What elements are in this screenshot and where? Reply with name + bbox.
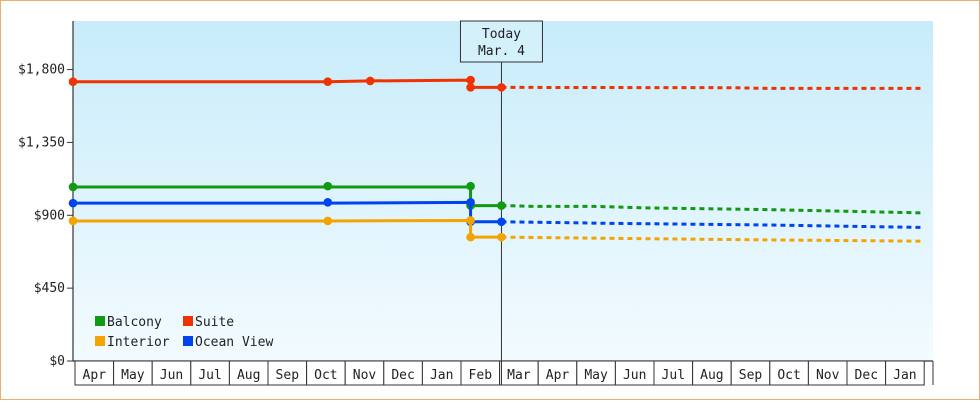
x-tick-label: Oct: [777, 368, 800, 383]
y-tick-label: $1,350: [18, 135, 65, 150]
x-month-cell: [460, 360, 501, 386]
suite-history-line: [73, 78, 502, 89]
x-tick-label: Dec: [855, 368, 878, 383]
y-tick-label: $450: [34, 281, 65, 296]
today-label-line1: Today: [482, 27, 521, 42]
today-label-line2: Mar. 4: [478, 44, 525, 59]
x-month-cell: [576, 360, 616, 386]
ocean-view-point: [497, 217, 506, 227]
x-tick-label: Nov: [353, 368, 377, 383]
legend-label-suite: Suite: [195, 315, 234, 330]
ocean-view-forecast-line: [501, 220, 923, 229]
x-month-cell: [537, 360, 578, 386]
x-tick-label: Oct: [314, 368, 337, 383]
x-month-cell: [113, 360, 153, 386]
balcony-point: [68, 182, 78, 192]
interior-point: [323, 216, 333, 226]
x-tick-label: Apr: [546, 368, 570, 383]
ocean-view-point: [68, 198, 78, 208]
interior-point: [466, 232, 475, 242]
x-month-cell: [653, 360, 694, 386]
balcony-point: [497, 201, 506, 210]
x-tick-label: Jan: [430, 368, 453, 383]
suite-point: [466, 75, 475, 85]
y-tick-label: $0: [49, 354, 65, 369]
interior-point: [466, 216, 475, 225]
x-tick-label: Dec: [391, 368, 414, 383]
x-month-cell: [769, 360, 809, 386]
x-month-cell: [692, 360, 732, 386]
x-tick-label: May: [584, 368, 608, 383]
interior-forecast-line: [501, 235, 923, 243]
x-tick-label: Aug: [237, 368, 260, 383]
legend-swatch-suite: [183, 316, 193, 326]
x-month-cell: [807, 360, 848, 386]
x-tick-label: Sep: [739, 368, 763, 383]
ocean-view-point: [466, 198, 475, 207]
x-month-cell: [74, 360, 115, 386]
suite-point: [497, 83, 506, 92]
x-month-cell: [151, 360, 192, 386]
suite-point: [466, 83, 475, 92]
suite-forecast-line: [501, 85, 923, 90]
ocean-view-point: [323, 198, 333, 207]
plot-area: [73, 21, 933, 361]
legend-label-interior: Interior: [107, 335, 170, 350]
x-month-cell: [190, 360, 230, 386]
suite-point: [323, 77, 333, 87]
balcony-forecast-line: [501, 204, 923, 215]
legend-swatch-ocean-view: [183, 336, 193, 346]
legend-label-ocean-view: Ocean View: [195, 335, 273, 350]
suite-point: [68, 77, 78, 87]
x-tick-label: Sep: [276, 368, 300, 383]
x-tick-label: Apr: [83, 368, 107, 383]
x-tick-label: Nov: [816, 368, 840, 383]
x-tick-label: May: [121, 368, 145, 383]
today-label-box: [459, 20, 543, 63]
x-month-cell: [846, 360, 887, 386]
x-tick-label: Feb: [469, 368, 493, 383]
interior-point: [68, 216, 78, 226]
x-tick-label: Jun: [623, 368, 646, 383]
x-tick-label: Mar: [507, 368, 531, 383]
x-tick-label: Jul: [662, 368, 685, 383]
x-month-cell: [383, 360, 423, 386]
x-month-cell: [267, 360, 308, 386]
legend-label-balcony: Balcony: [107, 315, 162, 330]
x-month-cell: [885, 360, 925, 386]
x-tick-label: Aug: [700, 368, 723, 383]
y-tick-label: $1,800: [18, 63, 65, 78]
x-tick-label: Jul: [198, 368, 221, 383]
legend-swatch-balcony: [95, 316, 105, 326]
x-tick-label: Jun: [160, 368, 183, 383]
y-tick-label: $900: [34, 208, 65, 223]
x-month-cell: [228, 360, 269, 386]
x-tick-label: Jan: [893, 368, 916, 383]
interior-point: [497, 232, 506, 242]
legend-swatch-interior: [95, 336, 105, 346]
suite-point: [365, 76, 375, 86]
balcony-point: [466, 181, 475, 191]
balcony-point: [323, 181, 333, 191]
